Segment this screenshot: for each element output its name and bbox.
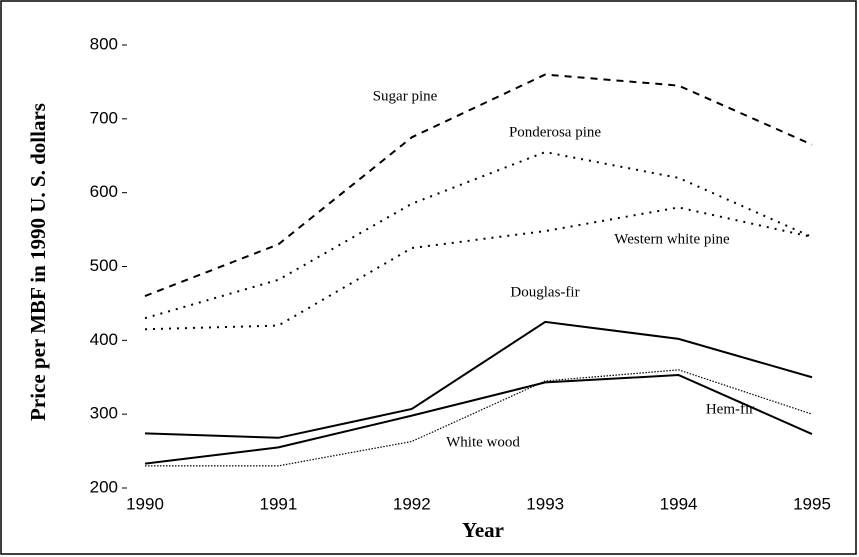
series-label: Ponderosa pine [509, 124, 601, 140]
x-tick-label: 1994 [660, 494, 698, 513]
y-tick-label: 500 [90, 256, 118, 275]
x-tick-label: 1995 [793, 494, 831, 513]
y-tick-label: 400 [90, 330, 118, 349]
y-axis-title: Price per MBF in 1990 U. S. dollars [26, 103, 50, 421]
series-line [144, 73, 813, 297]
x-tick-label: 1990 [126, 494, 164, 513]
series-label: Douglas-fir [510, 284, 579, 300]
series-line [145, 369, 813, 467]
x-tick-label: 1993 [526, 494, 564, 513]
y-tick-label: 600 [90, 182, 118, 201]
y-tick-label: 200 [90, 477, 118, 496]
series-label: Western white pine [614, 231, 730, 247]
y-tick-label: 300 [90, 404, 118, 423]
series-line [144, 374, 813, 465]
series-line [144, 320, 813, 439]
x-tick-label: 1991 [259, 494, 297, 513]
y-tick-label: 700 [90, 108, 118, 127]
x-axis-title: Year [462, 518, 504, 542]
series-label: Sugar pine [373, 88, 438, 104]
y-tick-label: 800 [90, 34, 118, 53]
series-label: White wood [446, 434, 520, 450]
series-label: Hem-fir [706, 401, 754, 417]
x-tick-label: 1992 [393, 494, 431, 513]
series-line [144, 206, 813, 331]
